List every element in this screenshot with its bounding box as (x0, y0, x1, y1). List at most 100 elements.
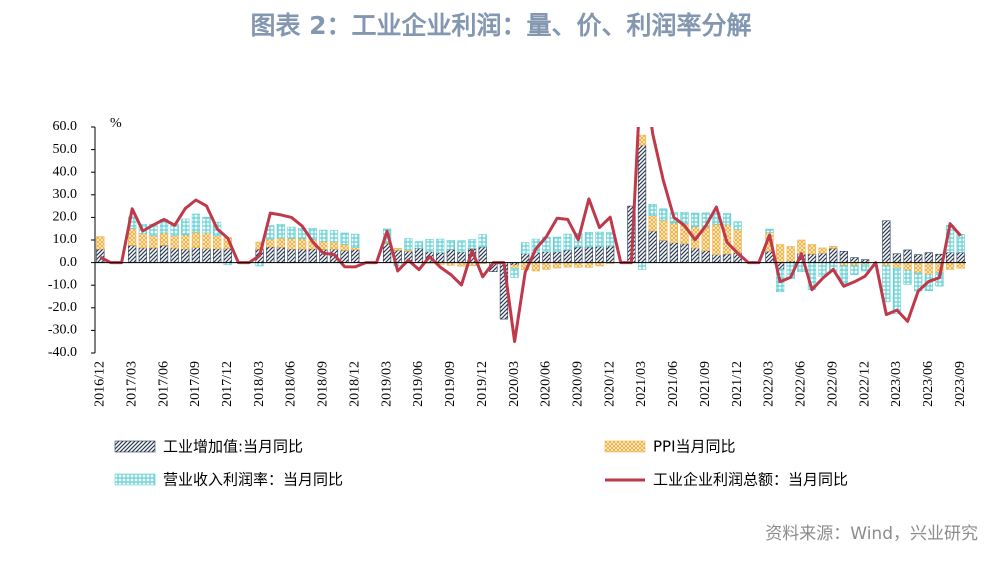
x-tick-label: 2023/06 (921, 361, 936, 407)
bar (552, 262, 562, 269)
x-tick-label: 2022/12 (857, 361, 872, 407)
bar (467, 239, 477, 249)
x-tick-label: 2018/06 (284, 361, 299, 407)
bar (181, 218, 190, 236)
bar (404, 238, 413, 251)
bar (287, 248, 296, 263)
bar (159, 245, 169, 263)
bar (457, 240, 466, 253)
bar (510, 268, 519, 278)
bar (96, 236, 105, 250)
bar (595, 246, 604, 263)
bar (680, 211, 689, 224)
bar (128, 227, 137, 246)
bar (446, 240, 455, 250)
y-tick-label: 60.0 (53, 119, 78, 134)
y-tick-label: -10.0 (48, 277, 77, 292)
bar (457, 251, 466, 263)
bar (775, 244, 785, 263)
y-tick-label: 30.0 (53, 187, 78, 202)
bar (945, 262, 955, 270)
bar (340, 232, 349, 245)
bar (191, 247, 201, 263)
bar (425, 239, 434, 253)
bar (542, 251, 551, 263)
lines (99, 127, 962, 343)
bar (659, 240, 668, 263)
bar (669, 222, 679, 244)
bar (648, 203, 657, 216)
bar (839, 251, 848, 263)
y-tick-label: -30.0 (48, 323, 77, 338)
line (99, 127, 962, 343)
bar (892, 262, 902, 269)
x-tick-label: 2019/03 (379, 361, 394, 407)
bar (850, 265, 859, 275)
x-tick-label: 2017/09 (188, 361, 203, 407)
bar (138, 247, 147, 263)
x-tick-label: 2022/06 (794, 361, 809, 407)
bar (149, 235, 158, 249)
bar (584, 232, 594, 248)
bar (393, 248, 402, 251)
bar (96, 248, 105, 263)
bar (574, 262, 583, 268)
bar (202, 216, 211, 234)
x-tick-label: 2017/06 (156, 361, 171, 407)
x-tick-label: 2019/06 (411, 361, 426, 407)
y-tick-label: 0.0 (60, 255, 78, 270)
bar (648, 230, 657, 263)
legend-label: PPI当月同比 (653, 438, 736, 456)
bar (637, 262, 647, 270)
x-tick-label: 2020/03 (507, 361, 522, 407)
x-tick-label: 2020/09 (571, 361, 586, 407)
bar (903, 249, 912, 263)
bar (521, 242, 530, 255)
bar (659, 208, 668, 221)
legend-swatch (604, 440, 646, 453)
bars (96, 134, 965, 320)
bar (914, 262, 923, 274)
bar (786, 246, 795, 262)
bar (924, 262, 933, 276)
bar (818, 252, 827, 263)
bar (255, 262, 264, 267)
bar (298, 248, 307, 263)
x-tick-label: 2017/03 (124, 361, 139, 407)
bar (436, 238, 445, 253)
bar (648, 215, 657, 232)
bar (903, 270, 912, 285)
bar (351, 247, 360, 251)
bar (266, 246, 275, 263)
bar (170, 247, 179, 263)
bar (521, 253, 530, 263)
bar (319, 229, 328, 242)
bar (712, 254, 721, 263)
bar (563, 262, 572, 268)
bar (138, 233, 147, 249)
bar (457, 262, 466, 267)
bar (956, 234, 965, 253)
bar (531, 262, 540, 272)
bar (680, 243, 689, 263)
bar (903, 262, 912, 272)
bar (691, 247, 700, 263)
bar (287, 238, 296, 250)
bar (287, 226, 296, 239)
bar (574, 246, 583, 263)
bar (213, 235, 222, 250)
bar (542, 262, 551, 270)
y-tick-label: 10.0 (53, 232, 78, 247)
legend-swatch (114, 440, 156, 453)
x-tick-label: 2020/12 (602, 361, 617, 407)
bar (170, 235, 179, 249)
bar (829, 246, 838, 249)
bar (722, 213, 732, 226)
bar (191, 213, 201, 233)
bar (128, 245, 137, 263)
bar (181, 234, 190, 250)
bar (340, 243, 349, 251)
bar (478, 246, 487, 263)
bar (149, 247, 158, 263)
bar (584, 262, 594, 268)
